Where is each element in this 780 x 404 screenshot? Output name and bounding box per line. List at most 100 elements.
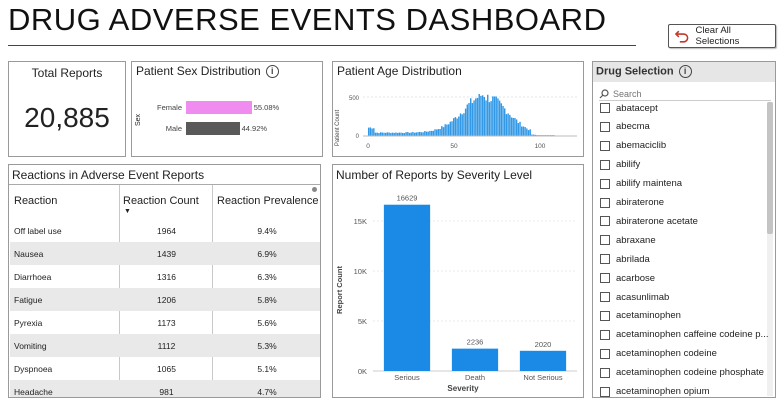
drug-label: abilify maintena	[616, 178, 683, 190]
age-histogram-bar	[519, 121, 521, 136]
drug-list-item[interactable]: acetaminophen codeine	[600, 345, 768, 363]
drug-checkbox[interactable]	[600, 235, 610, 246]
sort-descending-icon[interactable]: ▼	[124, 208, 131, 215]
age-histogram-bar	[449, 121, 452, 136]
drug-label: acetaminophen opium	[616, 386, 710, 397]
sex-bar-male[interactable]	[186, 122, 240, 135]
age-histogram-bar	[510, 117, 513, 136]
drug-checkbox[interactable]	[600, 273, 610, 284]
age-histogram-bar	[461, 114, 463, 136]
age-histogram-bar	[476, 97, 479, 136]
reaction-prevalence-cell: 4.7%	[257, 387, 277, 397]
drug-list-item[interactable]: acetaminophen	[600, 307, 768, 325]
age-histogram[interactable]: Patient Count 500 0 0 50 100	[333, 78, 583, 156]
drug-checkbox[interactable]	[600, 121, 610, 132]
drug-list-item[interactable]: abatacept	[600, 99, 768, 117]
clear-all-selections-button[interactable]: Clear All Selections	[668, 24, 776, 48]
age-histogram-bar	[410, 132, 412, 136]
reactions-table-panel: Reactions in Adverse Event Reports React…	[8, 164, 321, 398]
drug-list-item[interactable]: acasunlimab	[600, 288, 768, 306]
age-histogram-bar	[517, 123, 520, 136]
age-y-axis-label: Patient Count	[335, 109, 341, 146]
drug-list-item[interactable]: abiraterone acetate	[600, 212, 768, 230]
drug-list-item[interactable]: acarbose	[600, 269, 768, 287]
drug-checkbox[interactable]	[600, 140, 610, 151]
drug-checkbox[interactable]	[600, 178, 610, 189]
severity-bar[interactable]	[383, 204, 431, 371]
age-histogram-bar	[454, 117, 457, 136]
age-histogram-bar	[432, 130, 435, 136]
column-header-reaction-prevalence[interactable]: Reaction Prevalence	[217, 195, 319, 207]
drug-checkbox[interactable]	[600, 159, 610, 170]
table-row[interactable]: Headache 981 4.7%	[10, 380, 320, 397]
drug-label: abemaciclib	[616, 140, 667, 152]
drug-search-input[interactable]	[613, 88, 763, 99]
age-histogram-bar	[456, 118, 458, 136]
drug-list-item[interactable]: abilify maintena	[600, 175, 768, 193]
drug-checkbox[interactable]	[600, 329, 610, 340]
drug-list-item[interactable]: abilify	[600, 156, 768, 174]
severity-bar[interactable]	[519, 350, 567, 371]
age-histogram-bar	[388, 132, 390, 136]
drug-list-item[interactable]: abecma	[600, 118, 768, 136]
drug-list-item[interactable]: acetaminophen codeine phosphate	[600, 364, 768, 382]
table-row[interactable]: Pyrexia 1173 5.6%	[10, 311, 320, 334]
drug-list-item[interactable]: abiraterone	[600, 194, 768, 212]
drug-list-item[interactable]: acetaminophen opium	[600, 383, 768, 401]
age-histogram-bar	[502, 105, 504, 136]
dashboard-title: DRUG ADVERSE EVENTS DASHBOARD	[8, 2, 607, 37]
table-row[interactable]: Nausea 1439 6.9%	[10, 242, 320, 265]
search-icon	[599, 88, 609, 98]
column-header-reaction[interactable]: Reaction	[14, 195, 58, 207]
sex-bar-female[interactable]	[186, 101, 252, 114]
age-histogram-bar	[524, 127, 526, 136]
drug-selection-info-icon[interactable]: i	[678, 65, 692, 78]
drug-checkbox[interactable]	[600, 348, 610, 359]
age-histogram-bar	[529, 129, 531, 136]
age-histogram-bar	[437, 128, 440, 136]
drug-list-item[interactable]: abraxane	[600, 231, 768, 249]
info-icon[interactable]: i	[265, 65, 279, 79]
drug-list-item[interactable]: abemaciclib	[600, 137, 768, 155]
age-histogram-bar	[441, 126, 443, 136]
drug-checkbox[interactable]	[600, 103, 610, 113]
age-x-tick-0: 0	[366, 143, 370, 150]
table-scroll-indicator[interactable]	[312, 187, 317, 192]
severity-bar[interactable]	[451, 348, 499, 371]
age-histogram-bar	[458, 116, 460, 136]
drug-checkbox[interactable]	[600, 197, 610, 208]
drug-checkbox[interactable]	[600, 310, 610, 321]
drug-list-item[interactable]: abrilada	[600, 250, 768, 268]
drug-checkbox[interactable]	[600, 254, 610, 265]
table-row[interactable]: Off label use 1964 9.4%	[10, 219, 320, 242]
age-histogram-bar	[371, 128, 373, 136]
severity-bar-value-label: 16629	[397, 194, 418, 203]
column-header-reaction-count[interactable]: Reaction Count	[123, 195, 199, 207]
age-histogram-bar	[490, 101, 492, 136]
age-histogram-bar	[531, 134, 533, 136]
age-histogram-bar	[405, 132, 407, 136]
age-histogram-bar	[430, 130, 433, 136]
drug-checkbox[interactable]	[600, 216, 610, 227]
drug-label: abraxane	[616, 234, 656, 246]
drug-list-scroll-thumb[interactable]	[767, 102, 773, 234]
table-row[interactable]: Dyspnoea 1065 5.1%	[10, 357, 320, 380]
severity-category-label: Not Serious	[523, 373, 562, 382]
drug-search-box[interactable]	[599, 87, 771, 101]
drug-list-item[interactable]: acetaminophen caffeine codeine p...	[600, 326, 768, 344]
age-histogram-bar	[521, 126, 523, 136]
drug-list-scrollbar[interactable]	[767, 102, 773, 396]
age-histogram-bar	[420, 132, 423, 136]
severity-bar-chart[interactable]: Report Count Severity 0K 5K 10K 15K 16629 Se…	[333, 185, 583, 397]
severity-bar-value-label: 2236	[467, 338, 484, 347]
table-row[interactable]: Fatigue 1206 5.8%	[10, 288, 320, 311]
age-distribution-title: Patient Age Distribution	[337, 64, 462, 78]
table-row[interactable]: Diarrhoea 1316 6.3%	[10, 265, 320, 288]
table-row[interactable]: Vomiting 1112 5.3%	[10, 334, 320, 357]
drug-checkbox[interactable]	[600, 367, 610, 378]
undo-arrow-icon	[674, 30, 689, 43]
drug-checkbox[interactable]	[600, 292, 610, 302]
reaction-prevalence-cell: 9.4%	[257, 226, 277, 236]
reaction-cell: Pyrexia	[14, 318, 43, 328]
drug-checkbox[interactable]	[600, 386, 610, 397]
